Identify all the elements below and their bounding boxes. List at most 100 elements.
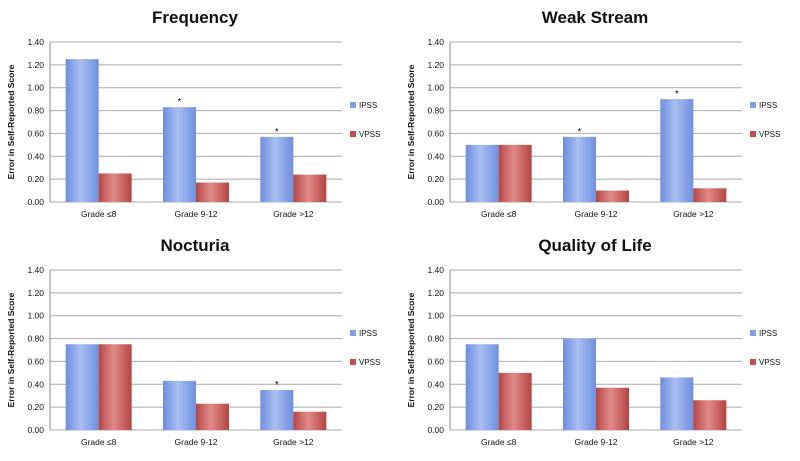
legend-label-ipss: IPSS <box>359 101 377 110</box>
y-tick-label: 0.40 <box>427 379 444 389</box>
x-tick-label: Grade ≤8 <box>81 209 117 219</box>
chart-panel-1: Frequency 0.00 0.20 0.40 0.60 0.80 1.00 1.20 1.4… <box>6 8 380 219</box>
chart-panel-3: Nocturia 0.00 0.20 0.40 0.60 0.80 1.00 1.20 1.40… <box>6 236 380 447</box>
y-tick-label: 0.20 <box>427 174 444 184</box>
significance-marker: * <box>578 127 582 138</box>
y-tick-label: 0.20 <box>27 402 44 412</box>
chart-panel-4: Quality of Life 0.00 0.20 0.40 0.60 0.80 1.00 1… <box>406 236 780 447</box>
y-tick-label: 0.00 <box>27 425 44 435</box>
bar-ipss-2 <box>163 107 196 202</box>
chart-title: Nocturia <box>161 236 231 255</box>
y-tick-label: 0.40 <box>27 379 44 389</box>
y-tick-label: 1.20 <box>427 60 444 70</box>
y-tick-label: 0.60 <box>27 128 44 138</box>
bar-vpss-3 <box>693 188 727 202</box>
y-tick-label: 1.20 <box>27 288 44 298</box>
significance-marker: * <box>275 127 279 138</box>
x-tick-label: Grade ≤8 <box>481 437 517 447</box>
legend-swatch-vpss <box>350 131 356 137</box>
x-tick-label: Grade >12 <box>273 437 314 447</box>
y-tick-label: 1.20 <box>27 60 44 70</box>
bar-ipss-2 <box>163 380 196 430</box>
y-tick-label: 0.80 <box>27 334 44 344</box>
legend-label-vpss: VPSS <box>359 358 380 367</box>
chart-panel-2: Weak Stream 0.00 0.20 0.40 0.60 0.80 1.00 1.20 1… <box>406 8 780 219</box>
x-tick-label: Grade 9-12 <box>575 437 618 447</box>
bar-ipss-1 <box>65 344 99 430</box>
chart-title: Quality of Life <box>538 236 651 255</box>
y-axis-label: Error in Self-Reported Score <box>6 292 16 407</box>
y-tick-label: 0.80 <box>27 106 44 116</box>
y-axis-label: Error in Self-Reported Score <box>6 64 16 179</box>
bar-vpss-2 <box>196 403 229 430</box>
bar-ipss-2 <box>563 338 596 430</box>
y-tick-label: 0.40 <box>427 151 444 161</box>
y-tick-label: 0.60 <box>27 356 44 366</box>
legend-label-ipss: IPSS <box>359 329 377 338</box>
bar-vpss-3 <box>693 400 727 430</box>
legend-swatch-vpss <box>750 131 756 137</box>
y-tick-label: 1.00 <box>27 83 44 93</box>
bar-vpss-1 <box>498 144 532 202</box>
y-tick-label: 0.60 <box>427 128 444 138</box>
y-tick-label: 1.40 <box>27 37 44 47</box>
y-tick-label: 1.00 <box>427 311 444 321</box>
legend-label-vpss: VPSS <box>359 130 380 139</box>
y-tick-label: 0.20 <box>427 402 444 412</box>
legend-swatch-ipss <box>350 330 356 336</box>
legend-label-vpss: VPSS <box>759 130 780 139</box>
y-tick-label: 0.80 <box>427 106 444 116</box>
y-tick-label: 0.00 <box>27 197 44 207</box>
bar-ipss-3 <box>660 377 694 430</box>
x-tick-label: Grade >12 <box>273 209 314 219</box>
legend-label-ipss: IPSS <box>759 101 777 110</box>
y-tick-label: 1.00 <box>427 83 444 93</box>
y-tick-label: 0.80 <box>427 334 444 344</box>
x-tick-label: Grade >12 <box>673 437 714 447</box>
bar-ipss-3 <box>660 99 694 202</box>
bar-vpss-1 <box>98 173 132 202</box>
x-tick-label: Grade 9-12 <box>175 209 218 219</box>
legend-swatch-ipss <box>750 330 756 336</box>
bar-vpss-2 <box>596 387 629 430</box>
chart-title: Frequency <box>152 8 239 27</box>
y-tick-label: 1.00 <box>27 311 44 321</box>
x-tick-label: Grade ≤8 <box>81 437 117 447</box>
y-axis-label: Error in Self-Reported Score <box>406 64 416 179</box>
bar-ipss-1 <box>465 144 499 202</box>
x-tick-label: Grade >12 <box>673 209 714 219</box>
legend-label-ipss: IPSS <box>759 329 777 338</box>
bar-vpss-1 <box>98 344 132 430</box>
significance-marker: * <box>275 380 279 391</box>
legend-swatch-vpss <box>350 359 356 365</box>
y-tick-label: 1.40 <box>27 265 44 275</box>
x-tick-label: Grade ≤8 <box>481 209 517 219</box>
y-tick-label: 0.00 <box>427 197 444 207</box>
chart-title: Weak Stream <box>542 8 648 27</box>
y-tick-label: 1.40 <box>427 265 444 275</box>
legend-swatch-ipss <box>750 102 756 108</box>
significance-marker: * <box>178 97 182 108</box>
bar-ipss-3 <box>260 136 294 202</box>
y-tick-label: 0.00 <box>427 425 444 435</box>
bar-ipss-1 <box>465 344 499 430</box>
y-tick-label: 1.40 <box>427 37 444 47</box>
legend-label-vpss: VPSS <box>759 358 780 367</box>
y-tick-label: 0.60 <box>427 356 444 366</box>
y-tick-label: 1.20 <box>427 288 444 298</box>
bar-vpss-2 <box>196 182 229 202</box>
significance-marker: * <box>675 89 679 100</box>
bar-ipss-2 <box>563 136 596 202</box>
legend-swatch-vpss <box>750 359 756 365</box>
bar-vpss-1 <box>498 372 532 430</box>
y-tick-label: 0.40 <box>27 151 44 161</box>
bar-ipss-1 <box>65 59 99 203</box>
bar-vpss-2 <box>596 190 629 202</box>
legend-swatch-ipss <box>350 102 356 108</box>
y-axis-label: Error in Self-Reported Score <box>406 292 416 407</box>
bar-vpss-3 <box>293 174 327 202</box>
y-tick-label: 0.20 <box>27 174 44 184</box>
bar-vpss-3 <box>293 411 327 430</box>
